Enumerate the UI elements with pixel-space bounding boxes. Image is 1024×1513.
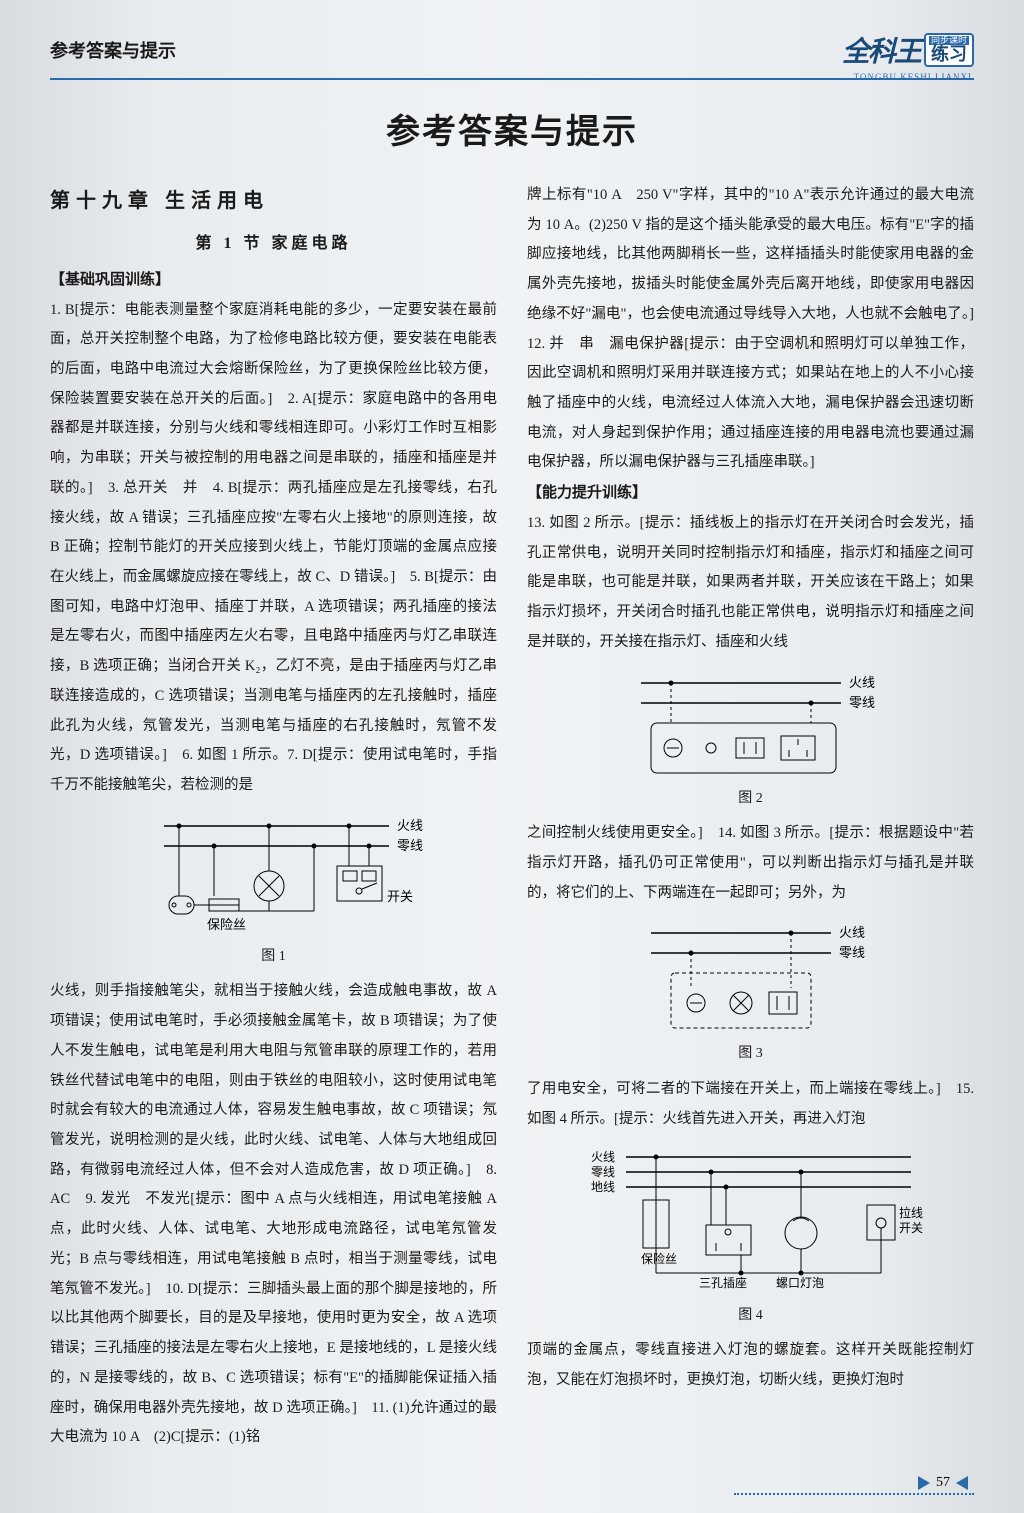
fig4-caption: 图 4 xyxy=(527,1302,974,1331)
fig2-live-label: 火线 xyxy=(849,675,875,690)
logo-pinyin: TONGBU KESHI LIANXI xyxy=(854,72,972,82)
fig3-live-label: 火线 xyxy=(839,925,865,940)
left-body-2: 火线，则手指接触笔尖，就相当于接触火线，会造成触电事故，故 A 项错误；使用试电… xyxy=(50,983,497,1445)
fig4-fuse-label: 保险丝 xyxy=(641,1251,677,1266)
fig3-caption: 图 3 xyxy=(527,1040,974,1069)
logo-box: 同步课时 练习 xyxy=(924,33,974,67)
page-arrow-left-icon xyxy=(956,1476,968,1490)
left-column: 第十九章 生活用电 第 1 节 家庭电路 【基础巩固训练】 1. B[提示：电能… xyxy=(50,181,497,1453)
figure-1: 火线 零线 保险丝 xyxy=(119,811,429,941)
fig1-caption: 图 1 xyxy=(50,943,497,972)
footer-dotted-line xyxy=(734,1493,974,1495)
group-title-advanced: 【能力提升训练】 xyxy=(527,478,974,509)
left-body-1: 1. B[提示：电能表测量整个家庭消耗电能的多少，一定要安装在最前面，总开关控制… xyxy=(50,302,497,794)
fig2-neutral-label: 零线 xyxy=(849,695,875,710)
logo-main-text: 全科王 xyxy=(842,30,920,70)
figure-2: 火线 零线 xyxy=(611,668,891,783)
header-left-title: 参考答案与提示 xyxy=(50,37,176,63)
fig4-live-label: 火线 xyxy=(591,1150,615,1164)
fig4-ground-label: 地线 xyxy=(591,1180,615,1194)
page-number: 57 xyxy=(918,1475,968,1491)
section-title: 第 1 节 家庭电路 xyxy=(50,228,497,261)
page-arrow-right-icon xyxy=(918,1476,930,1490)
right-column: 牌上标有"10 A 250 V"字样，其中的"10 A"表示允许通过的最大电流为… xyxy=(527,181,974,1453)
fig1-fuse-label: 保险丝 xyxy=(207,917,246,932)
right-body-2: 13. 如图 2 所示。[提示：插线板上的指示灯在开关闭合时会发光，插孔正常供电… xyxy=(527,515,974,650)
page-root: 参考答案与提示 全科王 同步课时 练习 TONGBU KESHI LIANXI … xyxy=(0,0,1024,1473)
figure-3: 火线 零线 xyxy=(621,918,881,1038)
fig2-caption: 图 2 xyxy=(527,785,974,814)
right-body-3: 之间控制火线使用更安全。] 14. 如图 3 所示。[提示：根据题设中"若指示灯… xyxy=(527,825,974,900)
fig4-switch-label-1: 拉线 xyxy=(899,1205,923,1220)
main-title: 参考答案与提示 xyxy=(50,104,974,153)
right-body-4: 了用电安全，可将二者的下端接在开关上，而上端接在零线上。] 15. 如图 4 所… xyxy=(527,1081,974,1127)
header: 参考答案与提示 全科王 同步课时 练习 xyxy=(50,30,974,70)
header-rule xyxy=(50,78,974,80)
fig4-socket-label: 三孔插座 xyxy=(699,1275,747,1290)
fig3-neutral-label: 零线 xyxy=(839,945,865,960)
fig1-neutral-label: 零线 xyxy=(397,838,423,853)
fig1-switch-label: 开关 xyxy=(387,889,413,904)
right-body-5: 顶端的金属点，零线直接进入灯泡的螺旋套。这样开关既能控制灯泡，又能在灯泡损坏时，… xyxy=(527,1342,974,1388)
fig4-neutral-label: 零线 xyxy=(591,1165,615,1179)
fig4-switch-label-2: 开关 xyxy=(899,1221,923,1235)
fig1-live-label: 火线 xyxy=(397,818,423,833)
figure-4: 火线 零线 地线 保险丝 三孔插座 xyxy=(571,1145,931,1300)
header-logo: 全科王 同步课时 练习 xyxy=(842,30,974,70)
content-columns: 第十九章 生活用电 第 1 节 家庭电路 【基础巩固训练】 1. B[提示：电能… xyxy=(50,181,974,1453)
page-number-value: 57 xyxy=(936,1475,950,1491)
group-title-basic: 【基础巩固训练】 xyxy=(50,265,497,296)
fig4-bulb-label: 螺口灯泡 xyxy=(776,1276,824,1290)
right-body-1: 牌上标有"10 A 250 V"字样，其中的"10 A"表示允许通过的最大电流为… xyxy=(527,187,989,470)
logo-box-bottom: 练习 xyxy=(929,45,969,64)
chapter-title: 第十九章 生活用电 xyxy=(50,181,497,222)
